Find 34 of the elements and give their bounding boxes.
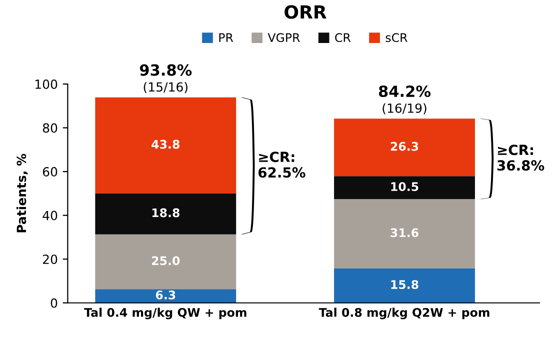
x-tick-label: Tal 0.8 mg/kg Q2W + pom [318, 308, 490, 320]
data-label: 18.8 [152, 208, 180, 218]
annotation: ≥CR: 62.5% [258, 152, 306, 178]
y-tick-label: 40 [42, 210, 58, 220]
bar [334, 118, 475, 176]
annotation: ≥CR: 36.8% [497, 144, 544, 171]
total-label: 93.8% (15/16) [140, 64, 192, 94]
y-axis-title: Patients, % [16, 154, 28, 232]
legend-label: CR [335, 33, 351, 42]
bar [334, 176, 475, 200]
bar [95, 193, 236, 234]
y-tick-label: 80 [42, 123, 58, 133]
bar [95, 234, 236, 290]
y-tick-label: 60 [42, 167, 58, 176]
data-label: 10.5 [391, 182, 418, 192]
data-label: 6.3 [156, 290, 176, 300]
data-label: 25.0 [152, 256, 180, 266]
y-tick-label: 100 [36, 80, 58, 89]
data-label: 26.3 [390, 142, 418, 151]
y-tick-label: 0 [50, 298, 58, 308]
y-tick-label: 20 [43, 254, 58, 264]
legend-label: VGPR [268, 33, 300, 42]
legend-label: PR [219, 33, 234, 42]
data-label: 43.8 [152, 140, 180, 149]
total-label: 84.2% (16/19) [378, 85, 431, 114]
data-label: 15.8 [391, 280, 418, 290]
bar [95, 289, 236, 303]
x-tick-label: Tal 0.4 mg/kg QW + pom [84, 308, 246, 320]
bar [334, 199, 475, 268]
data-label: 31.6 [390, 228, 418, 238]
bar [95, 97, 236, 194]
bar [334, 268, 475, 303]
legend-label: sCR [386, 33, 408, 42]
chart-title: ORR [284, 5, 326, 19]
